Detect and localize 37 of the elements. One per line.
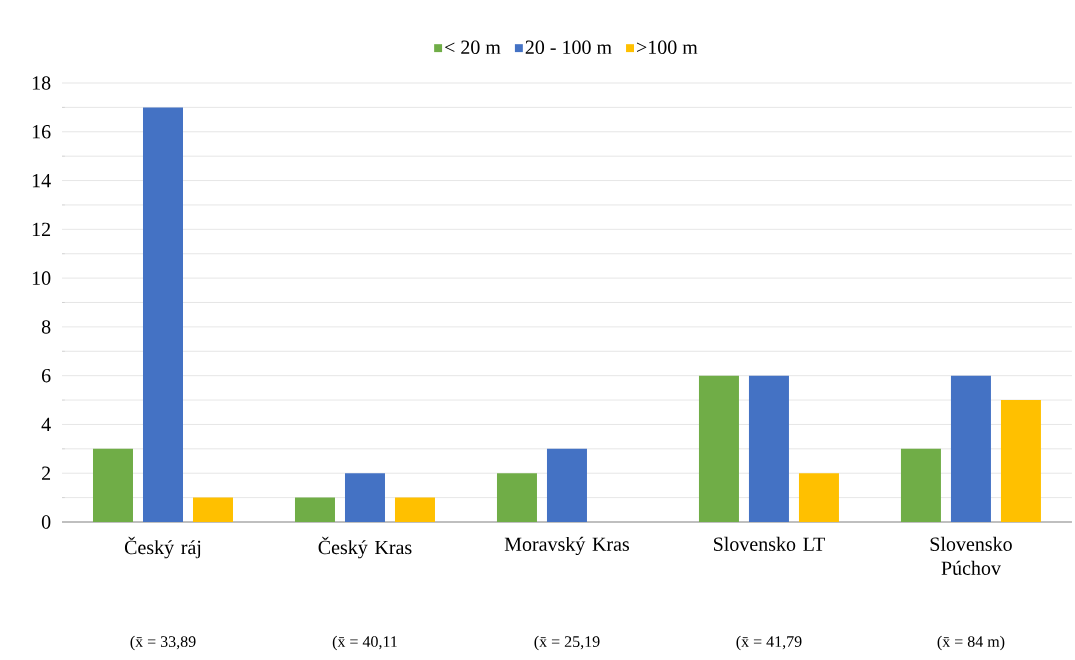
legend-label: < 20 m <box>445 40 501 55</box>
y-tick-label: 14 <box>32 173 51 188</box>
bar <box>748 375 789 522</box>
y-tick-label: 8 <box>41 320 51 334</box>
y-tick-label: 12 <box>32 222 51 236</box>
x-tick-label: Slovensko LT <box>714 536 825 551</box>
bar <box>1000 400 1041 522</box>
bar <box>546 448 587 522</box>
bar <box>950 375 991 522</box>
y-tick-label: 18 <box>32 76 51 90</box>
y-tick-label: 4 <box>41 417 51 432</box>
x-tick-label: Český ráj <box>124 536 201 559</box>
legend-label: >100 m <box>636 40 698 55</box>
bar <box>394 497 435 522</box>
y-tick-label: 16 <box>32 125 51 139</box>
text: (x̄ = 33,89 <box>130 635 196 651</box>
legend-label: 20 - 100 m <box>525 40 612 55</box>
y-tick-label: 6 <box>41 368 51 383</box>
bar <box>193 497 233 522</box>
bar <box>92 448 133 522</box>
text: (x̄ = 40,11 <box>332 635 397 651</box>
bar <box>142 107 183 522</box>
y-tick-label: 2 <box>42 466 51 480</box>
bar <box>496 473 537 522</box>
x-tick-label: Moravský Kras <box>504 536 630 556</box>
x-tick-label: Český Kras <box>318 536 412 559</box>
bar <box>698 375 739 522</box>
bar <box>294 497 335 522</box>
x-tick-label: Slovensko Púchov <box>930 536 1012 575</box>
bar <box>900 448 941 522</box>
text: (x̄ = 41,79 <box>736 635 802 651</box>
bar <box>344 473 385 522</box>
text: (x̄ = 84 m) <box>937 635 1005 651</box>
text: (x̄ = 25,19 <box>534 635 600 651</box>
y-tick-label: 10 <box>32 271 51 285</box>
y-tick-label: 0 <box>41 515 51 529</box>
bar <box>798 473 839 522</box>
